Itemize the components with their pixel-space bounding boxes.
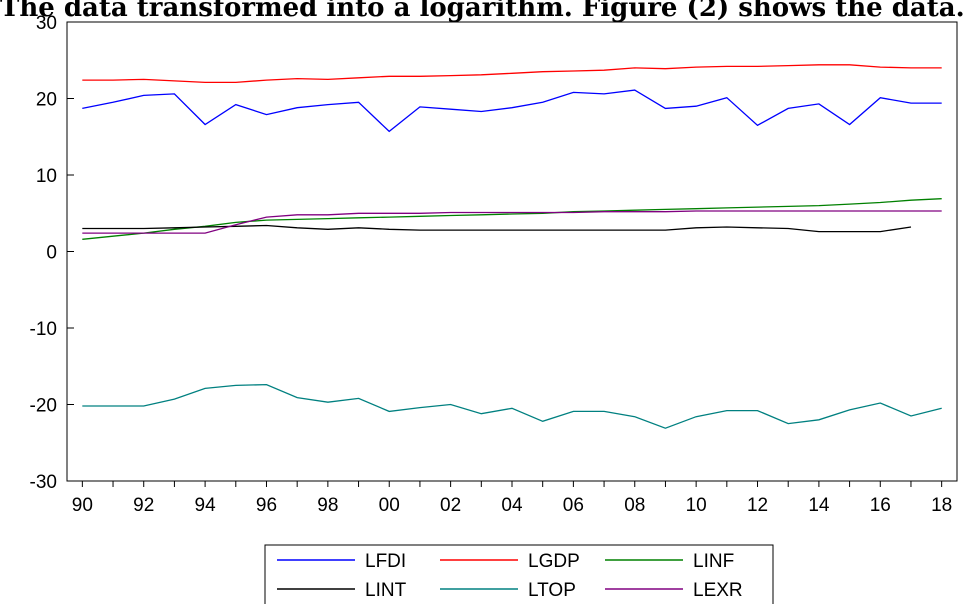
x-tick-label: 14 [808, 495, 830, 516]
legend-label-lgdp: LGDP [528, 551, 580, 572]
x-tick-label: 96 [256, 495, 277, 516]
y-axis: 30 20 10 0 -10 -20 -30 [30, 13, 74, 493]
x-tick-label: 98 [317, 495, 338, 516]
legend-label-linf: LINF [693, 551, 734, 572]
x-tick-label: 02 [440, 495, 461, 516]
series-line-lfdi [82, 89, 942, 133]
legend-label-ltop: LTOP [528, 580, 576, 601]
legend-label-lexr: LEXR [693, 580, 743, 601]
y-tick-label: 0 [46, 243, 57, 264]
y-tick-label: 10 [36, 166, 57, 187]
series-line-lgdp [82, 64, 942, 84]
series-line-linf [82, 198, 942, 240]
x-tick-label: 00 [379, 495, 400, 516]
x-tick-label: 16 [870, 495, 891, 516]
y-tick-label: -20 [30, 396, 57, 417]
x-tick-label: 94 [195, 495, 217, 516]
legend: LFDI LGDP LINF LINT LTOP LEXR [264, 544, 774, 604]
series-layer [82, 64, 942, 429]
series-line-lexr [82, 210, 942, 234]
x-tick-label: 18 [931, 495, 952, 516]
x-tick-label: 12 [747, 495, 768, 516]
y-tick-label: 30 [36, 13, 57, 34]
legend-box [264, 544, 774, 604]
x-tick-label: 10 [686, 495, 707, 516]
x-tick-label: 90 [72, 495, 93, 516]
legend-label-lfdi: LFDI [365, 551, 406, 572]
figure-caption: The data transformed into a logarithm. F… [0, 0, 965, 23]
legend-label-lint: LINT [365, 580, 407, 601]
x-tick-label: 08 [624, 495, 645, 516]
x-tick-label: 92 [133, 495, 154, 516]
plot-frame [66, 21, 958, 482]
x-axis: 90 92 94 96 98 00 02 04 06 08 10 12 14 16 18 [72, 481, 952, 516]
x-tick-label: 04 [501, 495, 523, 516]
y-tick-label: 20 [36, 90, 57, 111]
x-tick-label: 06 [563, 495, 584, 516]
series-line-ltop [82, 383, 942, 429]
plot-border [66, 21, 958, 482]
y-tick-label: -10 [30, 319, 57, 340]
y-tick-label: -30 [30, 472, 57, 493]
series-line-lint [82, 224, 912, 233]
